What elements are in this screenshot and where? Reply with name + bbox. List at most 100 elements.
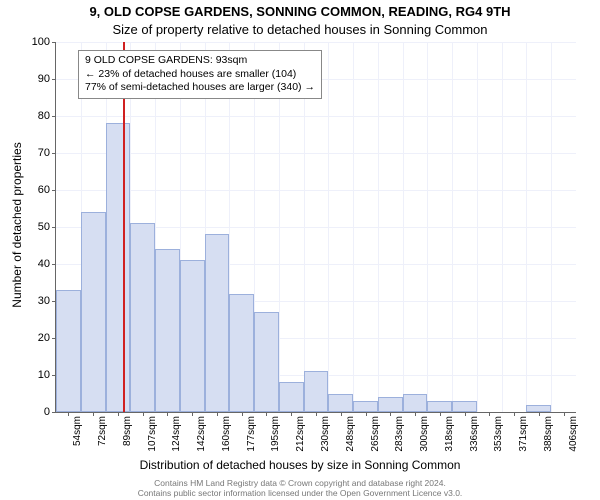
histogram-bar	[229, 294, 254, 412]
xtick-mark	[415, 412, 416, 416]
annotation-box: 9 OLD COPSE GARDENS: 93sqm ← 23% of deta…	[78, 50, 322, 99]
xtick-label: 177sqm	[246, 416, 257, 452]
ytick-label: 20	[38, 332, 50, 344]
xtick-mark	[366, 412, 367, 416]
ytick-label: 40	[38, 258, 50, 270]
chart-title-sub: Size of property relative to detached ho…	[0, 22, 600, 37]
xtick-mark	[217, 412, 218, 416]
ytick-label: 60	[38, 184, 50, 196]
xtick-label: 72sqm	[97, 416, 108, 446]
xtick-mark	[118, 412, 119, 416]
ytick-label: 70	[38, 147, 50, 159]
xtick-mark	[539, 412, 540, 416]
histogram-bar	[526, 405, 551, 412]
footer-line-2: Contains public sector information licen…	[0, 488, 600, 498]
gridline-h	[56, 116, 576, 117]
ytick-mark	[52, 153, 56, 154]
xtick-label: 230sqm	[320, 416, 331, 452]
xtick-mark	[564, 412, 565, 416]
xtick-label: 107sqm	[147, 416, 158, 452]
gridline-h	[56, 42, 576, 43]
gridline-v	[526, 42, 527, 412]
xtick-mark	[440, 412, 441, 416]
xtick-label: 54sqm	[72, 416, 83, 446]
x-axis-label: Distribution of detached houses by size …	[0, 458, 600, 472]
footer-line-1: Contains HM Land Registry data © Crown c…	[0, 478, 600, 488]
ytick-label: 10	[38, 369, 50, 381]
plot-area: 9 OLD COPSE GARDENS: 93sqm ← 23% of deta…	[55, 42, 576, 413]
xtick-mark	[266, 412, 267, 416]
ytick-mark	[52, 264, 56, 265]
ytick-label: 30	[38, 295, 50, 307]
gridline-h	[56, 190, 576, 191]
histogram-bar	[180, 260, 205, 412]
xtick-label: 336sqm	[469, 416, 480, 452]
histogram-bar	[155, 249, 180, 412]
chart-container: 9, OLD COPSE GARDENS, SONNING COMMON, RE…	[0, 0, 600, 500]
ytick-label: 90	[38, 73, 50, 85]
ytick-label: 80	[38, 110, 50, 122]
xtick-label: 353sqm	[493, 416, 504, 452]
xtick-label: 248sqm	[345, 416, 356, 452]
xtick-label: 212sqm	[295, 416, 306, 452]
xtick-mark	[341, 412, 342, 416]
footer-attribution: Contains HM Land Registry data © Crown c…	[0, 478, 600, 498]
gridline-v	[502, 42, 503, 412]
histogram-bar	[81, 212, 106, 412]
histogram-bar	[279, 382, 304, 412]
ytick-mark	[52, 116, 56, 117]
chart-title-main: 9, OLD COPSE GARDENS, SONNING COMMON, RE…	[0, 4, 600, 19]
annotation-line-2: ← 23% of detached houses are smaller (10…	[85, 68, 315, 82]
histogram-bar	[427, 401, 452, 412]
ytick-label: 50	[38, 221, 50, 233]
ytick-mark	[52, 412, 56, 413]
xtick-mark	[291, 412, 292, 416]
ytick-label: 0	[44, 406, 50, 418]
xtick-label: 283sqm	[394, 416, 405, 452]
gridline-v	[427, 42, 428, 412]
xtick-label: 300sqm	[419, 416, 430, 452]
gridline-v	[328, 42, 329, 412]
histogram-bar	[378, 397, 403, 412]
annotation-line-3: 77% of semi-detached houses are larger (…	[85, 81, 315, 95]
histogram-bar	[353, 401, 378, 412]
gridline-v	[551, 42, 552, 412]
gridline-v	[403, 42, 404, 412]
gridline-v	[452, 42, 453, 412]
xtick-label: 388sqm	[543, 416, 554, 452]
xtick-mark	[514, 412, 515, 416]
xtick-mark	[68, 412, 69, 416]
xtick-label: 89sqm	[122, 416, 133, 446]
xtick-mark	[465, 412, 466, 416]
xtick-label: 265sqm	[370, 416, 381, 452]
histogram-bar	[254, 312, 279, 412]
xtick-label: 318sqm	[444, 416, 455, 452]
histogram-bar	[205, 234, 230, 412]
annotation-line-1: 9 OLD COPSE GARDENS: 93sqm	[85, 54, 315, 68]
xtick-mark	[390, 412, 391, 416]
histogram-bar	[328, 394, 353, 413]
xtick-mark	[242, 412, 243, 416]
xtick-label: 142sqm	[196, 416, 207, 452]
xtick-label: 160sqm	[221, 416, 232, 452]
histogram-bar	[403, 394, 428, 413]
xtick-mark	[489, 412, 490, 416]
ytick-mark	[52, 42, 56, 43]
xtick-label: 195sqm	[270, 416, 281, 452]
ytick-mark	[52, 190, 56, 191]
xtick-mark	[143, 412, 144, 416]
histogram-bar	[106, 123, 131, 412]
xtick-mark	[192, 412, 193, 416]
gridline-v	[477, 42, 478, 412]
xtick-mark	[316, 412, 317, 416]
ytick-mark	[52, 227, 56, 228]
gridline-v	[353, 42, 354, 412]
gridline-h	[56, 153, 576, 154]
histogram-bar	[130, 223, 155, 412]
histogram-bar	[56, 290, 81, 412]
histogram-bar	[452, 401, 477, 412]
xtick-label: 371sqm	[518, 416, 529, 452]
ytick-label: 100	[32, 36, 50, 48]
xtick-mark	[93, 412, 94, 416]
xtick-mark	[167, 412, 168, 416]
